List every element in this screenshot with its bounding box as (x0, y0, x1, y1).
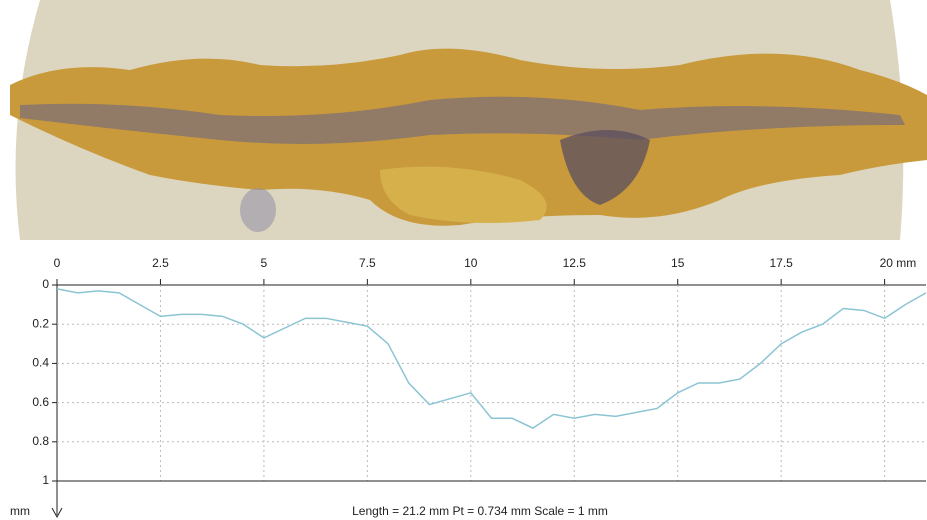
y-tick-label: 0.4 (32, 356, 49, 370)
x-tick-label: 17.5 (769, 256, 793, 270)
y-tick-label: 1 (42, 473, 49, 487)
chart: mm Length = 21.2 mm Pt = 0.734 mm Scale … (0, 0, 927, 520)
footer: Length = 21.2 mm Pt = 0.734 mm Scale = 1… (352, 504, 608, 518)
x-tick-label: 0 (54, 256, 61, 270)
y-tick-label: 0.8 (32, 434, 49, 448)
x-tick-label: 5 (261, 256, 268, 270)
y-tick-label: 0.2 (32, 316, 49, 330)
x-tick-label: 20 mm (880, 256, 917, 270)
x-tick-label: 15 (671, 256, 685, 270)
x-tick-label: 2.5 (152, 256, 169, 270)
x-tick-label: 7.5 (359, 256, 376, 270)
profile-line (57, 289, 926, 428)
specimen-photo (10, 0, 927, 240)
y-tick-label: 0 (42, 277, 49, 291)
x-tick-label: 10 (464, 256, 478, 270)
x-tick-label: 12.5 (563, 256, 587, 270)
y-tick-label: 0.6 (32, 395, 49, 409)
y-unit-label: mm (10, 504, 30, 518)
